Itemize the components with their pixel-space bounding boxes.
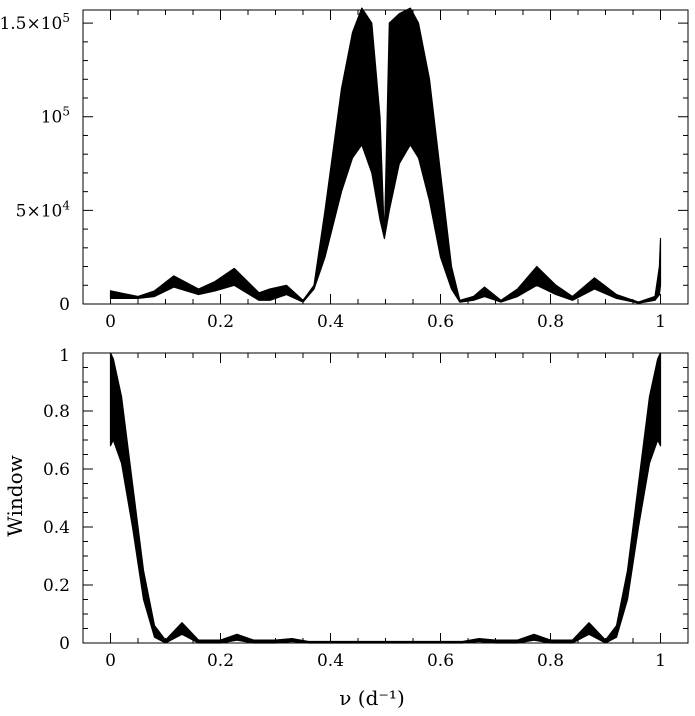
plot-frame [82, 9, 689, 305]
x-tick-label: 1 [655, 312, 666, 332]
y-tick-label: 5×104 [16, 198, 71, 221]
x-tick-label: 0.6 [427, 651, 454, 671]
y-tick-label: 105 [41, 105, 70, 128]
x-tick-label: 0.4 [317, 312, 344, 332]
x-tick-label: 0.2 [207, 312, 234, 332]
y-tick-label: 0 [59, 634, 70, 654]
x-tick-label: 0.8 [537, 651, 564, 671]
y-tick-label: 0.6 [43, 460, 70, 480]
window-function-panel: 0 0.2 0.4 0.6 0.8 1 0 0.2 0.4 0.6 0.8 1 [43, 346, 689, 671]
series-band-0 [109, 7, 662, 304]
y-tick-label: 0.2 [43, 576, 70, 596]
x-tick-label: 0.2 [207, 651, 234, 671]
x-axis-label: ν (d⁻¹) [339, 686, 405, 710]
y-tick-label: 0 [59, 295, 70, 315]
x-tick-label: 0 [105, 651, 116, 671]
y-tick-label: 0.8 [43, 402, 70, 422]
x-tick-label: 0.8 [537, 312, 564, 332]
y-tick-label: 1.5×105 [0, 11, 70, 34]
x-tick-label: 0.4 [317, 651, 344, 671]
y-axis-label: Window [3, 455, 27, 536]
x-tick-label: 0.6 [427, 312, 454, 332]
x-tick-label: 1 [655, 651, 666, 671]
plot-frame [82, 352, 689, 644]
y-tick-label: 1 [59, 346, 70, 366]
x-tick-label: 0 [105, 312, 116, 332]
y-tick-label: 0.4 [43, 518, 70, 538]
series-band-0 [109, 352, 662, 644]
power-spectrum-panel: 0 0.2 0.4 0.6 0.8 1 0 5×104 105 1.5×105 [0, 7, 689, 332]
